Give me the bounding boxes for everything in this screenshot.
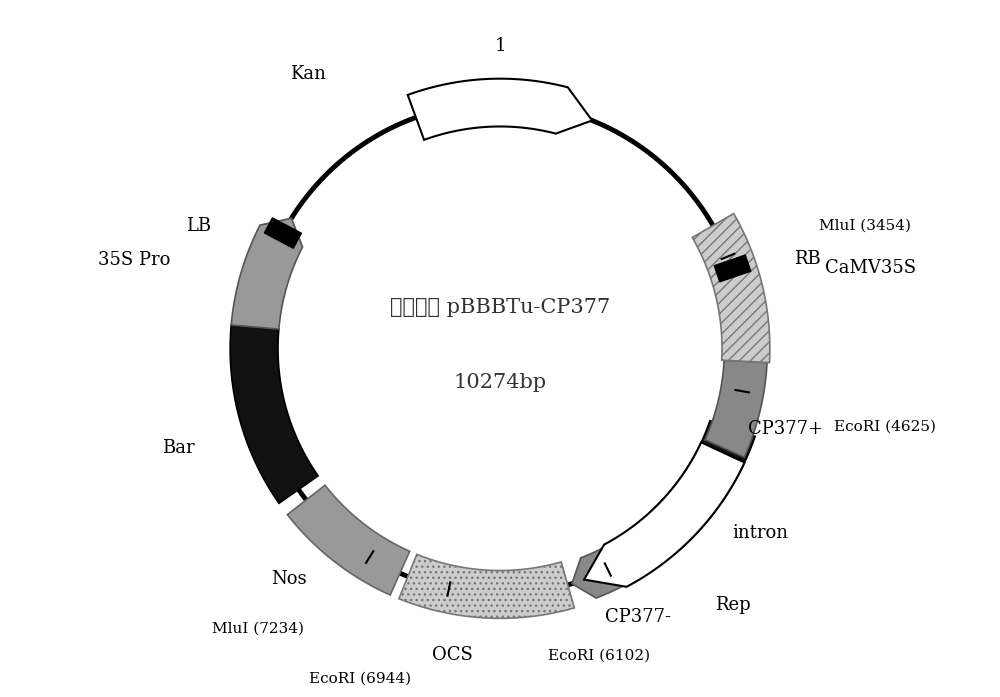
Polygon shape xyxy=(714,255,751,282)
PathPatch shape xyxy=(231,218,303,329)
PathPatch shape xyxy=(399,554,574,618)
Text: MluI (7234): MluI (7234) xyxy=(212,621,304,635)
Text: 1: 1 xyxy=(494,37,506,55)
PathPatch shape xyxy=(705,360,767,457)
Text: OCS: OCS xyxy=(432,645,473,664)
PathPatch shape xyxy=(572,521,672,598)
Text: EcoRI (6102): EcoRI (6102) xyxy=(548,648,650,662)
Text: 35S Pro: 35S Pro xyxy=(98,251,170,269)
PathPatch shape xyxy=(230,325,318,503)
Text: CP377-: CP377- xyxy=(605,608,671,626)
Text: Bar: Bar xyxy=(162,438,195,457)
Text: Nos: Nos xyxy=(271,569,307,588)
Text: 重组质粒 pBBBTu-CP377: 重组质粒 pBBBTu-CP377 xyxy=(390,298,610,317)
Text: EcoRI (6944): EcoRI (6944) xyxy=(309,671,412,685)
PathPatch shape xyxy=(649,421,755,549)
Text: RB: RB xyxy=(794,250,821,268)
Text: CaMV35S: CaMV35S xyxy=(825,259,916,277)
PathPatch shape xyxy=(287,485,410,595)
Text: MluI (3454): MluI (3454) xyxy=(819,219,911,233)
Text: Rep: Rep xyxy=(715,596,751,614)
Text: EcoRI (4625): EcoRI (4625) xyxy=(834,420,936,434)
PathPatch shape xyxy=(408,79,592,140)
Text: intron: intron xyxy=(733,524,789,542)
Text: Kan: Kan xyxy=(290,66,326,84)
Text: 10274bp: 10274bp xyxy=(453,373,547,392)
Text: LB: LB xyxy=(186,217,211,235)
Polygon shape xyxy=(264,217,301,248)
PathPatch shape xyxy=(584,443,745,587)
PathPatch shape xyxy=(692,213,770,362)
Text: CP377+: CP377+ xyxy=(748,420,823,438)
